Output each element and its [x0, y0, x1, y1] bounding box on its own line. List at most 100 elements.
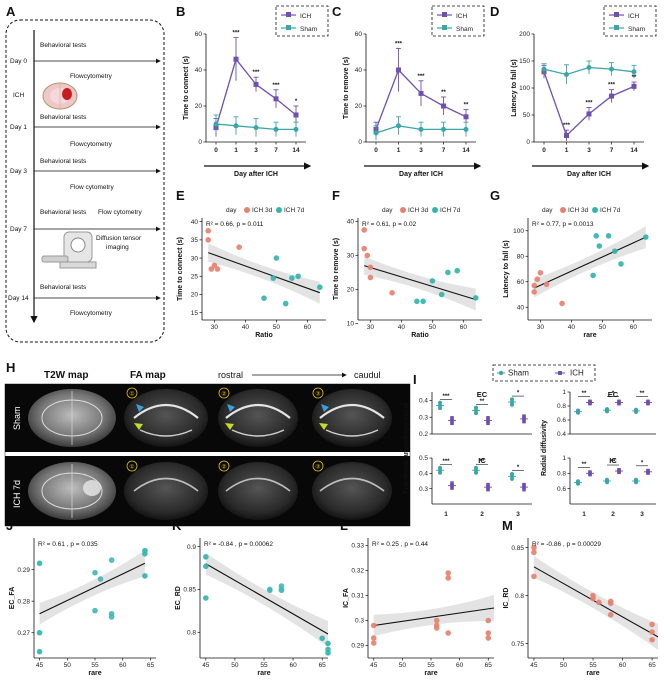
mri-row-label-ich: ICH 7d: [12, 480, 22, 508]
day-legend-label-3d: ICH 3d: [252, 207, 273, 214]
data-point: [441, 126, 446, 132]
data-point: [213, 121, 219, 127]
x-tick-label: 3: [587, 147, 591, 154]
data-point: [605, 233, 612, 239]
x-tick-label: 40: [398, 324, 406, 331]
x-tick-label: 0: [214, 147, 218, 154]
data-point: [295, 273, 301, 280]
confidence-band: [39, 550, 145, 625]
legend-marker-ich: [614, 12, 619, 17]
data-point: [596, 599, 602, 606]
data-point: [92, 607, 98, 614]
mri-t2w-sham: [28, 389, 116, 447]
x-tick-label: 50: [64, 662, 72, 669]
x-axis-label: Ratio: [411, 332, 429, 339]
y-tick-label: 1: [562, 389, 566, 396]
x-tick-label: 60: [619, 662, 627, 669]
x-tick-label: 1: [444, 511, 448, 518]
day-legend-g: day ICH 3d ICH 7d: [542, 207, 621, 214]
data-point: [541, 66, 547, 72]
data-point: [531, 573, 537, 580]
dot-plot-group: 0.20.30.4EC******: [419, 390, 532, 438]
data-point: [522, 414, 526, 418]
data-point: [522, 487, 526, 492]
data-point: [631, 69, 637, 75]
x-tick-label: 55: [91, 662, 99, 669]
y-tick-label: 30: [347, 253, 355, 260]
data-point: [289, 275, 295, 281]
y-axis-label: EC_RD: [175, 586, 182, 610]
regression-line: [364, 265, 476, 301]
legend-marker-sham: [442, 25, 447, 30]
significance-label: *: [295, 99, 298, 105]
data-point: [643, 234, 649, 240]
data-point: [214, 266, 221, 272]
data-point: [108, 557, 115, 563]
panel-label-g: G: [490, 188, 500, 203]
significance-label: **: [632, 75, 637, 81]
data-point: [108, 614, 115, 620]
data-point: [486, 421, 490, 426]
panel-label-m: M: [502, 518, 513, 533]
significance-label: ***: [585, 100, 593, 106]
data-point: [612, 248, 618, 254]
y-tick-label: 0.31: [351, 593, 364, 600]
x-tick-label: 3: [419, 147, 423, 154]
data-point: [325, 640, 331, 647]
mri-col-fa: FA map: [130, 370, 166, 381]
x-tick-label: 3: [516, 511, 520, 518]
data-point: [590, 272, 596, 279]
x-tick-label: 50: [399, 662, 407, 669]
y-axis-label: Fractional anisotropy value: [403, 402, 410, 493]
y-tick-label: 0.29: [351, 643, 364, 650]
data-point: [473, 295, 479, 301]
data-point: [203, 554, 209, 560]
significance-label: ***: [442, 459, 450, 465]
x-tick-label: 7: [274, 147, 278, 154]
scatter-chart-f: 10 20 30 40 30 40 50 60 R² = 0.61, p = 0.02 Ratio…: [333, 218, 482, 339]
legend-label-ich: ICH: [570, 369, 584, 378]
legend-label-ich: ICH: [456, 13, 468, 20]
data-point: [617, 468, 621, 472]
data-point: [617, 399, 621, 404]
y-tick-label: 40: [195, 67, 203, 74]
y-tick-label: 0.29: [17, 567, 30, 574]
data-point: [586, 64, 592, 70]
data-point: [438, 400, 442, 405]
significance-label: **: [582, 462, 587, 468]
panel-label-d: D: [490, 4, 499, 19]
x-tick-label: 7: [610, 147, 614, 154]
data-point: [142, 573, 148, 579]
data-point: [588, 470, 592, 474]
mri-scanner-icon: [41, 231, 97, 269]
y-axis-label: EC_FA: [9, 587, 16, 610]
slice-marker: ②: [221, 391, 226, 398]
significance-label: **: [640, 391, 645, 397]
timeline-event-label: Diffusion tensor: [96, 235, 142, 242]
confidence-band: [205, 552, 328, 647]
day-legend-title: day: [542, 207, 553, 214]
y-tick-label: 20: [347, 287, 355, 294]
data-point: [590, 595, 596, 602]
x-tick-label: 0: [374, 147, 378, 154]
significance-label: *: [612, 391, 615, 397]
data-point: [607, 612, 614, 618]
data-point: [445, 570, 451, 576]
dot-plot-i2: 0.40.60.81 EC** * **0.60.81 IC** ** *1 2 3Radial…: [541, 389, 656, 518]
data-point: [450, 486, 454, 490]
confidence-band: [534, 226, 646, 298]
scatter-chart-j: 0.27 0.28 0.29 45 50 55 60 65 R² = 0.61 , p = 0.…: [9, 538, 156, 677]
data-point: [370, 635, 377, 641]
x-axis-label: Day after ICH: [399, 171, 443, 178]
y-tick-label: 30: [191, 255, 199, 262]
data-point: [474, 465, 478, 470]
data-point: [293, 126, 299, 132]
x-axis-label: Day after ICH: [234, 171, 278, 178]
data-point: [450, 421, 454, 426]
data-point: [543, 281, 550, 288]
significance-label: ***: [395, 41, 403, 47]
y-tick-label: 0.3: [419, 414, 428, 421]
y-tick-label: 60: [355, 31, 363, 38]
mri-fa-ich-3: [312, 462, 392, 520]
data-point: [463, 114, 469, 120]
